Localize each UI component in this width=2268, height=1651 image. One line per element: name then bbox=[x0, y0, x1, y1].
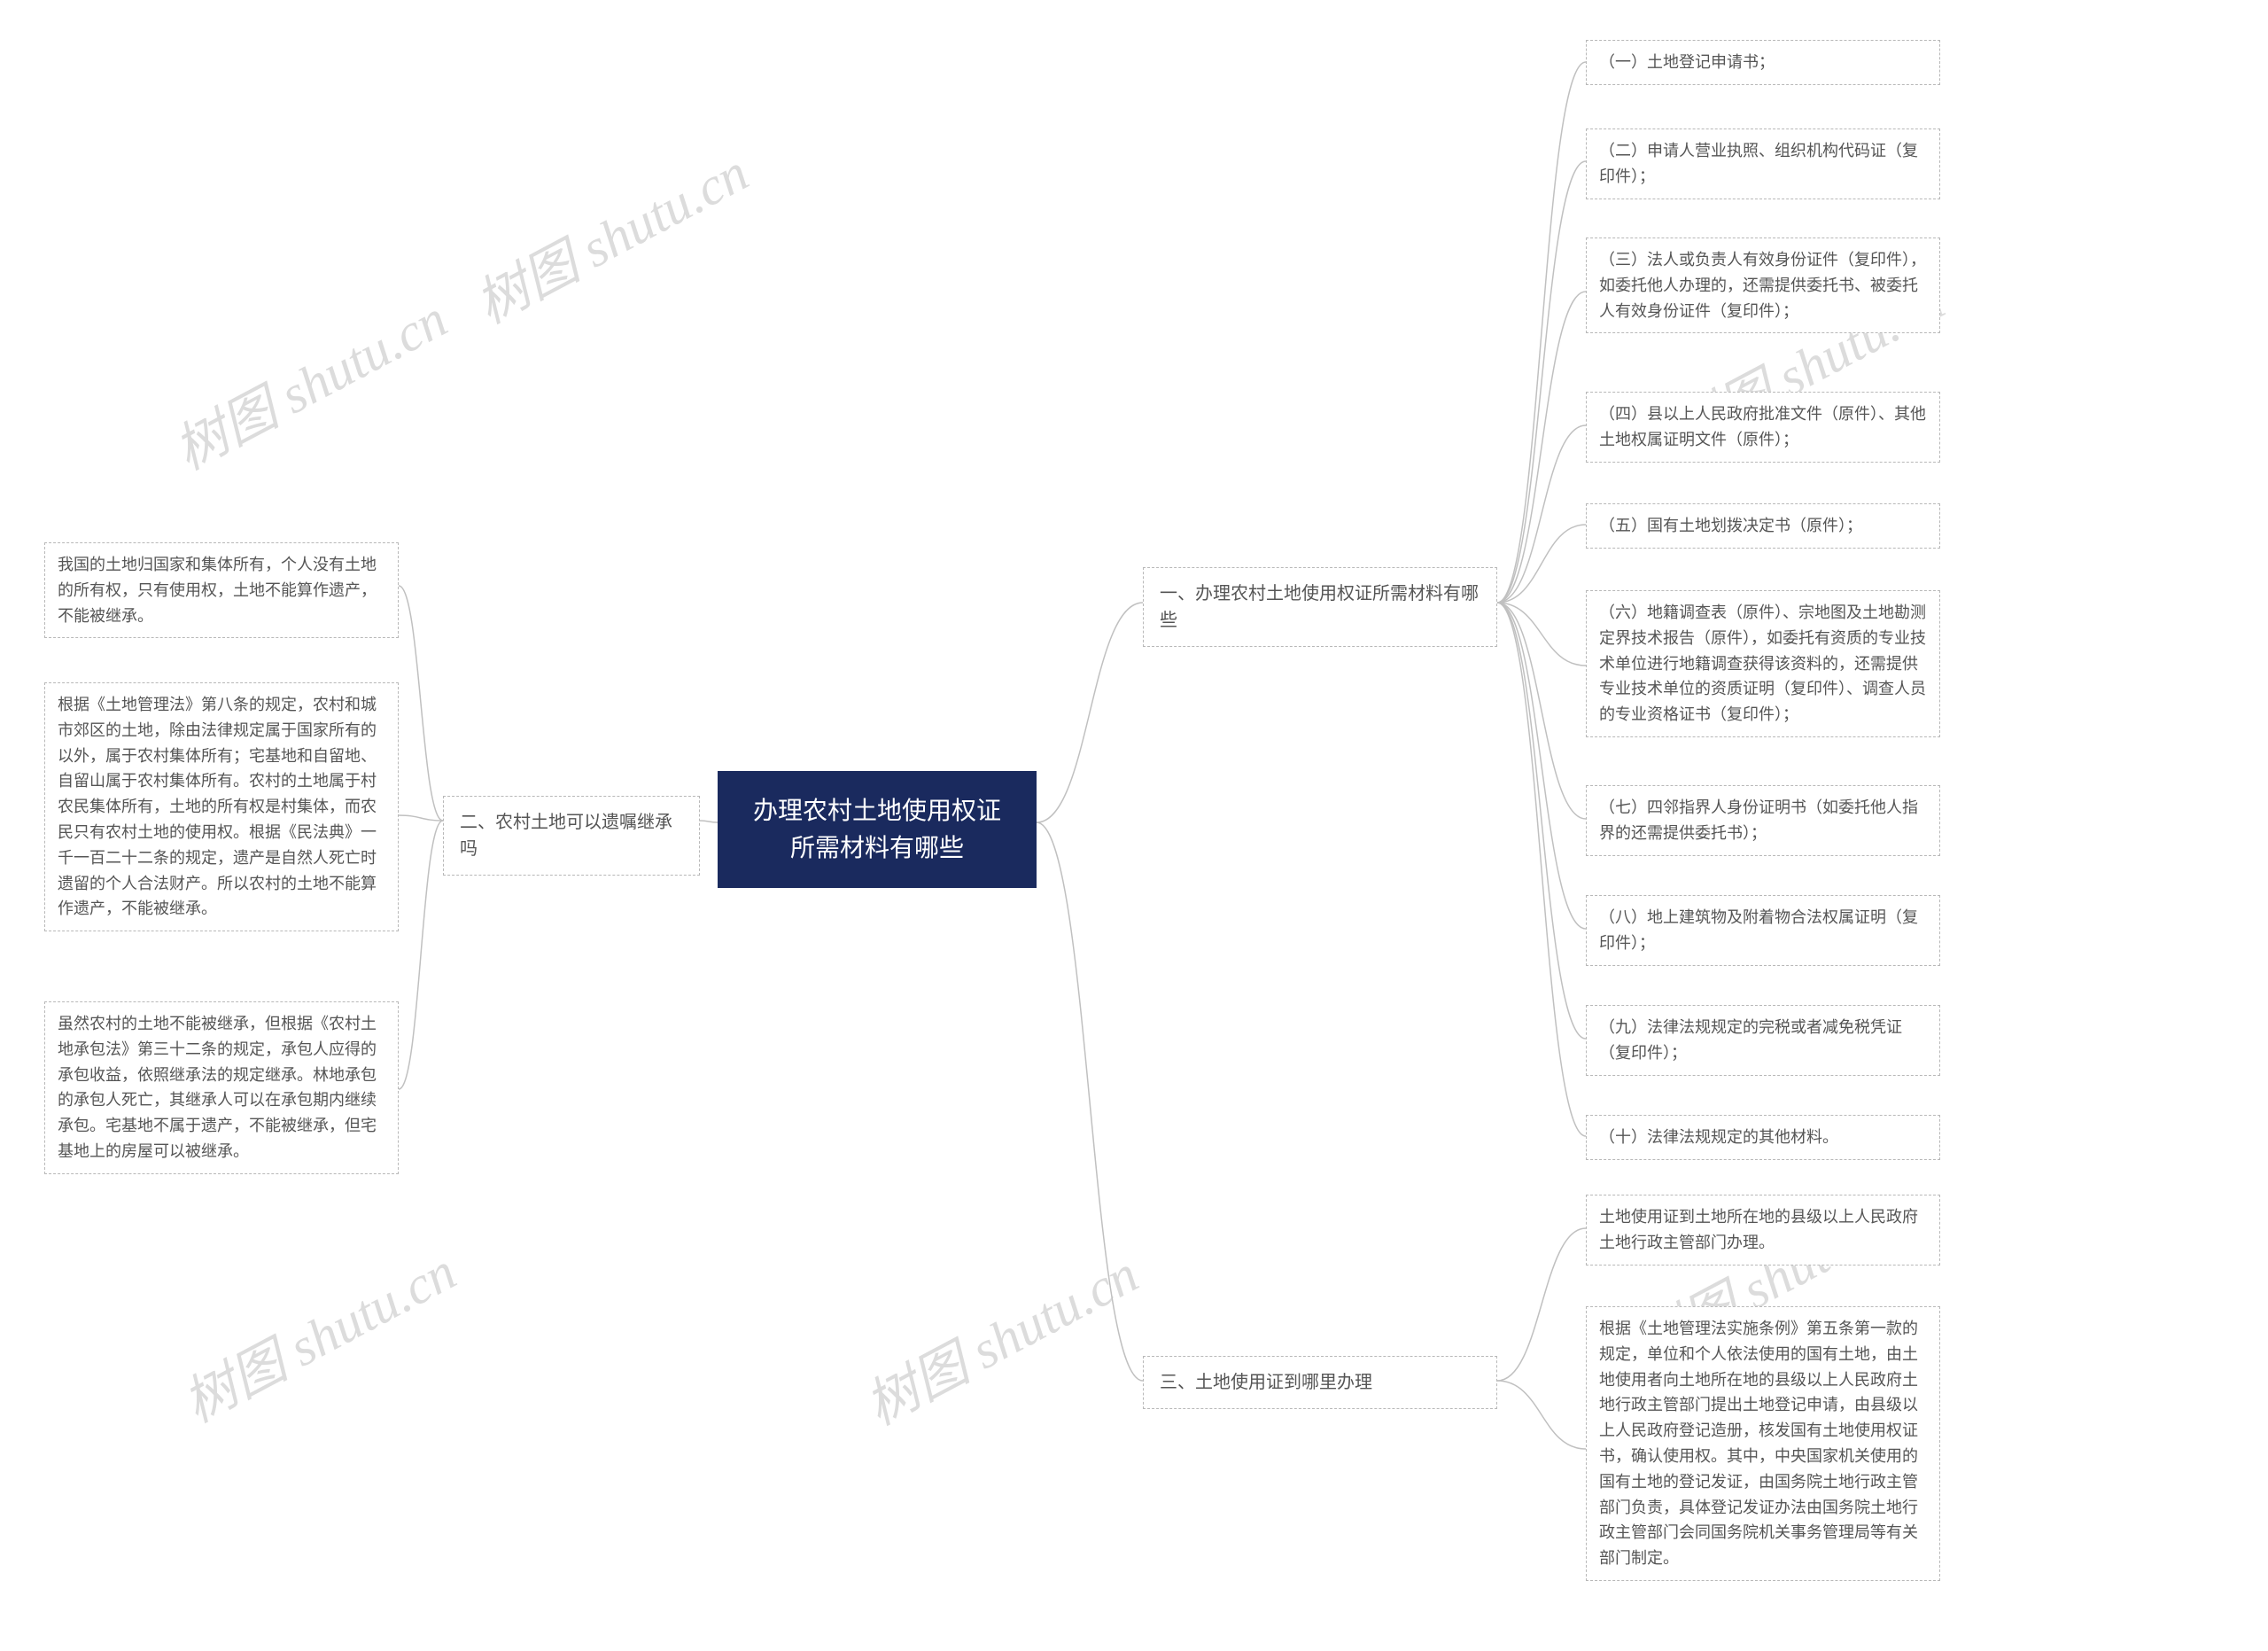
branch-label: 一、办理农村土地使用权证所需材料有哪些 bbox=[1160, 584, 1479, 630]
leaf-text: （八）地上建筑物及附着物合法权属证明（复印件）； bbox=[1599, 908, 1918, 952]
leaf-node: 根据《土地管理法》第八条的规定，农村和城市郊区的土地，除由法律规定属于国家所有的… bbox=[44, 682, 399, 931]
watermark: 树图 shutu.cn bbox=[159, 276, 458, 485]
leaf-node: 根据《土地管理法实施条例》第五条第一款的规定，单位和个人依法使用的国有土地，由土… bbox=[1586, 1306, 1940, 1581]
leaf-node: （三）法人或负责人有效身份证件（复印件），如委托他人办理的，还需提供委托书、被委… bbox=[1586, 238, 1940, 333]
leaf-text: 虽然农村的土地不能被继承，但根据《农村土地承包法》第三十二条的规定，承包人应得的… bbox=[58, 1015, 377, 1160]
leaf-node: （一）土地登记申请书； bbox=[1586, 40, 1940, 85]
leaf-text: 根据《土地管理法》第八条的规定，农村和城市郊区的土地，除由法律规定属于国家所有的… bbox=[58, 696, 377, 917]
leaf-text: （十）法律法规规定的其他材料。 bbox=[1599, 1128, 1838, 1146]
leaf-node: （六）地籍调查表（原件）、宗地图及土地勘测定界技术报告（原件），如委托有资质的专… bbox=[1586, 590, 1940, 737]
leaf-text: （六）地籍调查表（原件）、宗地图及土地勘测定界技术报告（原件），如委托有资质的专… bbox=[1599, 604, 1926, 723]
leaf-text: 根据《土地管理法实施条例》第五条第一款的规定，单位和个人依法使用的国有土地，由土… bbox=[1599, 1320, 1918, 1567]
branch-node-l2: 二、农村土地可以遗嘱继承吗 bbox=[443, 796, 700, 876]
leaf-node: 我国的土地归国家和集体所有，个人没有土地的所有权，只有使用权，土地不能算作遗产，… bbox=[44, 542, 399, 638]
watermark: 树图 shutu.cn bbox=[460, 130, 759, 339]
leaf-node: （二）申请人营业执照、组织机构代码证（复印件）； bbox=[1586, 128, 1940, 199]
leaf-text: （四）县以上人民政府批准文件（原件）、其他土地权属证明文件（原件）； bbox=[1599, 405, 1926, 448]
mindmap-center: 办理农村土地使用权证所需材料有哪些 bbox=[718, 771, 1037, 888]
leaf-node: （八）地上建筑物及附着物合法权属证明（复印件）； bbox=[1586, 895, 1940, 966]
center-text: 办理农村土地使用权证所需材料有哪些 bbox=[753, 797, 1001, 861]
watermark: 树图 shutu.cn bbox=[167, 1229, 467, 1437]
branch-label: 二、农村土地可以遗嘱继承吗 bbox=[460, 813, 672, 859]
watermark: 树图 shutu.cn bbox=[850, 1232, 1149, 1440]
leaf-node: （九）法律法规规定的完税或者减免税凭证（复印件）； bbox=[1586, 1005, 1940, 1076]
branch-node-r1: 一、办理农村土地使用权证所需材料有哪些 bbox=[1143, 567, 1497, 647]
branch-label: 三、土地使用证到哪里办理 bbox=[1160, 1373, 1372, 1392]
leaf-node: （五）国有土地划拨决定书（原件）； bbox=[1586, 503, 1940, 549]
leaf-text: （一）土地登记申请书； bbox=[1599, 53, 1775, 71]
leaf-text: （七）四邻指界人身份证明书（如委托他人指界的还需提供委托书）； bbox=[1599, 798, 1918, 842]
leaf-text: （二）申请人营业执照、组织机构代码证（复印件）； bbox=[1599, 142, 1918, 185]
leaf-node: （十）法律法规规定的其他材料。 bbox=[1586, 1115, 1940, 1160]
leaf-text: 我国的土地归国家和集体所有，个人没有土地的所有权，只有使用权，土地不能算作遗产，… bbox=[58, 556, 377, 625]
leaf-text: （九）法律法规规定的完税或者减免税凭证（复印件）； bbox=[1599, 1018, 1902, 1062]
leaf-node: （四）县以上人民政府批准文件（原件）、其他土地权属证明文件（原件）； bbox=[1586, 392, 1940, 463]
leaf-text: （五）国有土地划拨决定书（原件）； bbox=[1599, 517, 1862, 534]
leaf-node: 土地使用证到土地所在地的县级以上人民政府土地行政主管部门办理。 bbox=[1586, 1195, 1940, 1266]
leaf-text: 土地使用证到土地所在地的县级以上人民政府土地行政主管部门办理。 bbox=[1599, 1208, 1918, 1251]
branch-node-r3: 三、土地使用证到哪里办理 bbox=[1143, 1356, 1497, 1409]
leaf-node: （七）四邻指界人身份证明书（如委托他人指界的还需提供委托书）； bbox=[1586, 785, 1940, 856]
leaf-text: （三）法人或负责人有效身份证件（复印件），如委托他人办理的，还需提供委托书、被委… bbox=[1599, 251, 1926, 320]
leaf-node: 虽然农村的土地不能被继承，但根据《农村土地承包法》第三十二条的规定，承包人应得的… bbox=[44, 1001, 399, 1174]
